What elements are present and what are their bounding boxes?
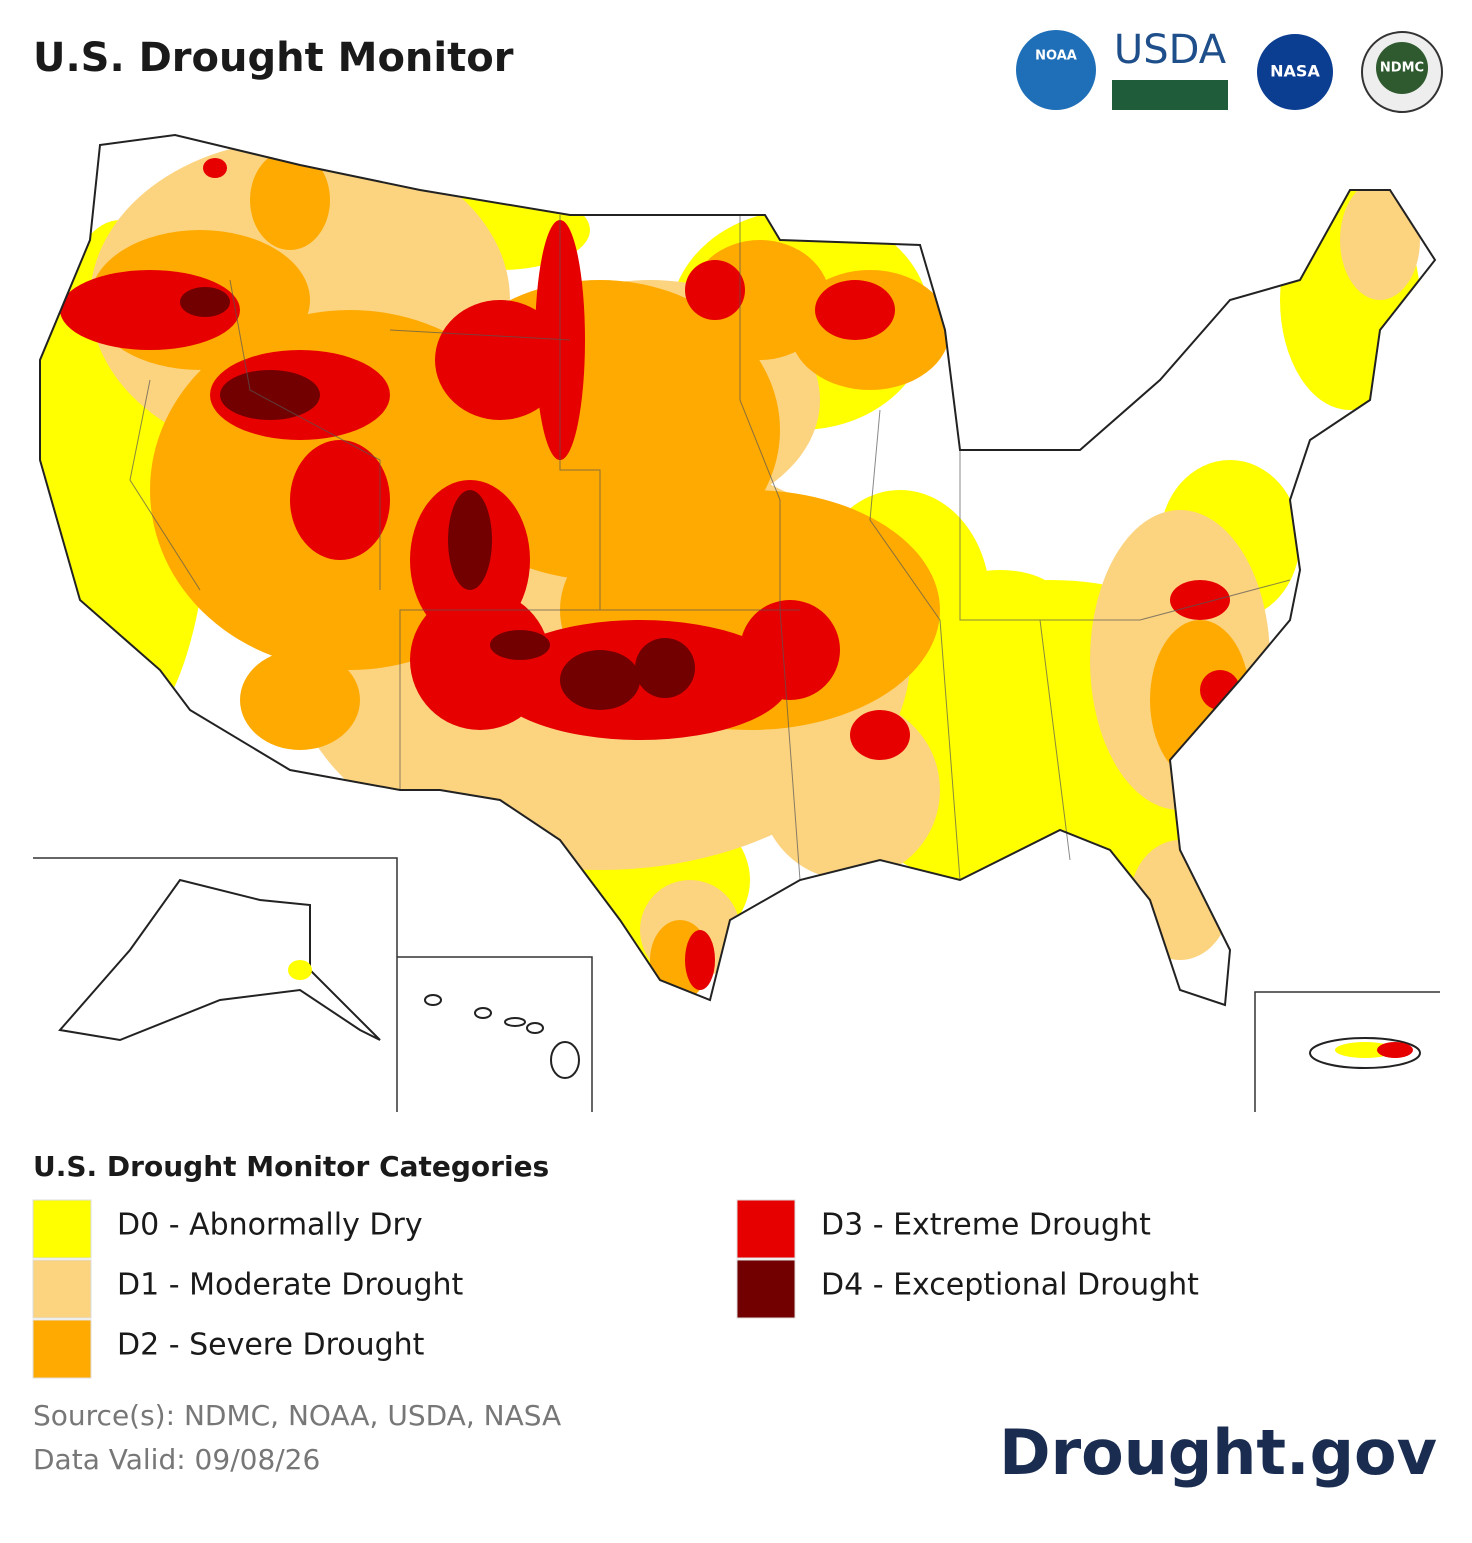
alaska (58, 878, 381, 1042)
legend-title: U.S. Drought Monitor Categories (33, 1150, 549, 1183)
date: Data Valid: 09/08/26 (33, 1443, 320, 1476)
logos: NOAA USDA NASA NDMC (1016, 27, 1443, 113)
pr-d3 (1377, 1042, 1413, 1058)
title: U.S. Drought Monitor (33, 35, 514, 81)
hawaii (424, 994, 580, 1079)
ndmc-logo-inner (1376, 42, 1428, 94)
legend-label: D3 - Extreme Drought (821, 1208, 1151, 1243)
logo-text: NOAA (1035, 49, 1077, 64)
drought-areas (40, 140, 1420, 1000)
legend-label: D4 - Exceptional Drought (821, 1268, 1199, 1303)
logo-text: USDA (1114, 27, 1227, 73)
map (33, 134, 1440, 1112)
legend: D0 - Abnormally Dry D1 - Moderate Drought… (32, 1199, 1199, 1379)
legend-swatch (736, 1259, 796, 1319)
logo-text: NDMC (1380, 61, 1424, 76)
logo-text: NASA (1270, 62, 1320, 81)
nasa-logo (1257, 34, 1333, 110)
state-lines (129, 215, 1291, 881)
legend-label: D0 - Abnormally Dry (117, 1208, 423, 1243)
usda-logo (1112, 80, 1228, 110)
d4-areas (180, 287, 695, 710)
source: Source(s): NDMC, NOAA, USDA, NASA (33, 1399, 561, 1432)
legend-label: D1 - Moderate Drought (117, 1268, 463, 1303)
inset-frames (33, 857, 1440, 1112)
legend-swatch (736, 1199, 796, 1259)
legend-label: D2 - Severe Drought (117, 1328, 425, 1363)
legend-swatch (32, 1259, 92, 1319)
alaska-d0 (288, 960, 312, 980)
noaa-logo (1016, 30, 1096, 110)
brand: Drought.gov (999, 1416, 1437, 1489)
legend-swatch (32, 1199, 92, 1259)
legend-swatch (32, 1319, 92, 1379)
